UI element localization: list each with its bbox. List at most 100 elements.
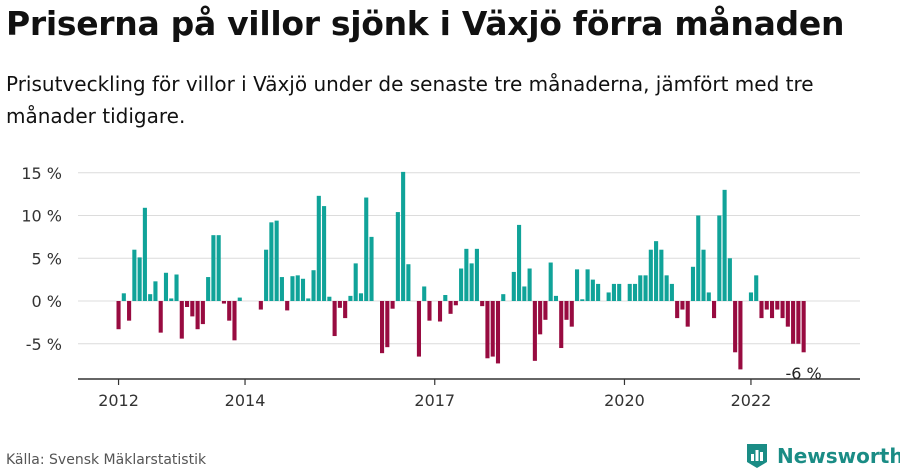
bar [322,206,327,301]
chart-subtitle: Prisutveckling för villor i Växjö under … [6,72,814,128]
newsworthy-logo-icon [747,444,767,468]
bar [580,299,585,301]
bar [190,301,195,317]
bar [553,295,559,301]
bar [258,301,263,310]
bar [169,298,174,301]
bar [469,263,474,301]
bar [422,286,427,302]
bar [174,274,179,302]
bar [701,249,706,301]
bar [585,269,590,301]
y-tick-label: 15 % [21,164,62,183]
bar-chart: -5 %0 %5 %10 %15 % 2012 2014 2017 2020 2022 … [21,164,860,410]
bar [590,279,595,302]
bar [179,301,184,339]
bar [416,301,421,357]
bar [364,197,369,301]
bar [532,301,537,361]
bar [337,301,342,308]
bar [548,262,553,302]
x-tick-label: 2017 [414,391,455,410]
bar-series [116,171,806,370]
bar [343,301,348,319]
bar [527,268,532,301]
bar [654,241,659,301]
bar [696,215,701,301]
bar [659,249,664,301]
bar [769,301,775,319]
bar [522,286,527,302]
bar [733,301,738,353]
bar [227,301,232,321]
x-tick-label: 2012 [98,391,139,410]
newsworthy-brand: Newsworthy [745,440,900,472]
bar [712,301,717,319]
bar [395,212,400,301]
bar [596,283,601,301]
bar [311,270,316,301]
bar [717,215,722,301]
bar [158,301,163,333]
bar [485,301,490,359]
bar [474,248,479,301]
bar [390,301,395,309]
y-tick-label: -5 % [26,335,62,354]
bar [448,301,453,314]
bar [738,301,743,370]
bar [538,301,543,335]
bar [801,301,806,353]
bar [559,301,564,349]
bar [121,293,126,302]
bar [643,275,648,301]
bar [785,301,790,327]
source-note: Källa: Svensk Mäklarstatistik [6,452,207,468]
bar [195,301,200,330]
bar [437,301,443,322]
brand-name: Newsworthy [777,444,900,468]
bar [290,276,295,301]
y-tick-label: 10 % [21,207,62,226]
bar [185,301,190,307]
bar [142,207,147,301]
bar [369,236,374,302]
bar [358,293,364,302]
bar [569,301,574,327]
y-tick-label: 0 % [32,292,62,311]
last-value-label: -6 % [786,364,822,383]
bar [385,301,390,348]
bar [754,275,759,301]
bar [759,301,764,319]
bar [163,272,169,301]
bar [127,301,132,321]
y-tick-label: 5 % [32,249,62,268]
bar [796,301,801,344]
bar [285,301,290,311]
bar [490,301,495,357]
bar [748,292,753,301]
bar [464,248,469,301]
bar [211,235,216,301]
bar [574,269,580,301]
bar [232,301,237,341]
bar [380,301,385,354]
x-tick-label: 2014 [225,391,266,410]
bar [722,189,727,301]
bar [764,301,769,310]
bar [353,263,358,301]
bar [116,301,121,330]
bar [327,296,332,301]
bar [406,264,411,301]
bar [132,249,137,301]
bar [648,249,653,301]
bar [206,277,211,301]
bar [443,295,448,301]
bar [791,301,796,344]
bar [680,301,685,310]
bar [564,301,569,320]
bar [148,294,153,301]
bar [427,301,432,321]
bar [690,266,696,301]
bar [495,301,501,364]
bar [511,271,516,301]
